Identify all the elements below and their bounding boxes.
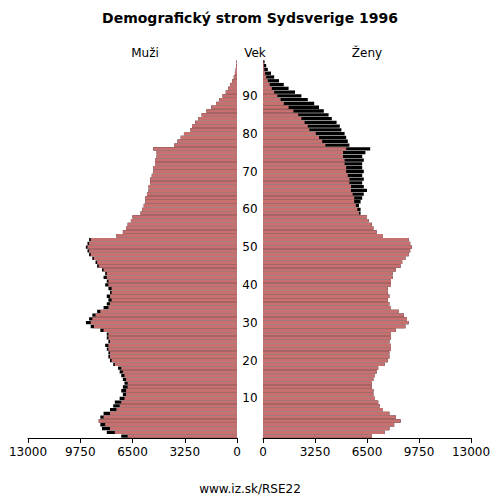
svg-text:9750: 9750 [65,445,96,459]
svg-text:10: 10 [242,391,257,405]
svg-text:90: 90 [242,89,257,103]
svg-text:13000: 13000 [452,445,490,459]
svg-text:80: 80 [242,127,257,141]
svg-text:Demografický strom Sydsverige: Demografický strom Sydsverige 1996 [102,10,398,26]
svg-text:13000: 13000 [9,445,47,459]
svg-text:70: 70 [242,165,257,179]
svg-text:Vek: Vek [244,46,266,60]
svg-text:3250: 3250 [169,445,200,459]
svg-text:30: 30 [242,316,257,330]
svg-text:20: 20 [242,354,257,368]
svg-text:6500: 6500 [352,445,383,459]
svg-text:0: 0 [233,445,241,459]
svg-text:Muži: Muži [131,46,159,60]
svg-text:40: 40 [242,278,257,292]
svg-text:6500: 6500 [117,445,148,459]
svg-text:50: 50 [242,240,257,254]
svg-text:60: 60 [242,202,257,216]
svg-text:Ženy: Ženy [352,45,382,60]
svg-text:0: 0 [259,445,267,459]
svg-text:www.iz.sk/RSE22: www.iz.sk/RSE22 [199,482,301,496]
svg-text:3250: 3250 [300,445,331,459]
svg-text:9750: 9750 [404,445,435,459]
